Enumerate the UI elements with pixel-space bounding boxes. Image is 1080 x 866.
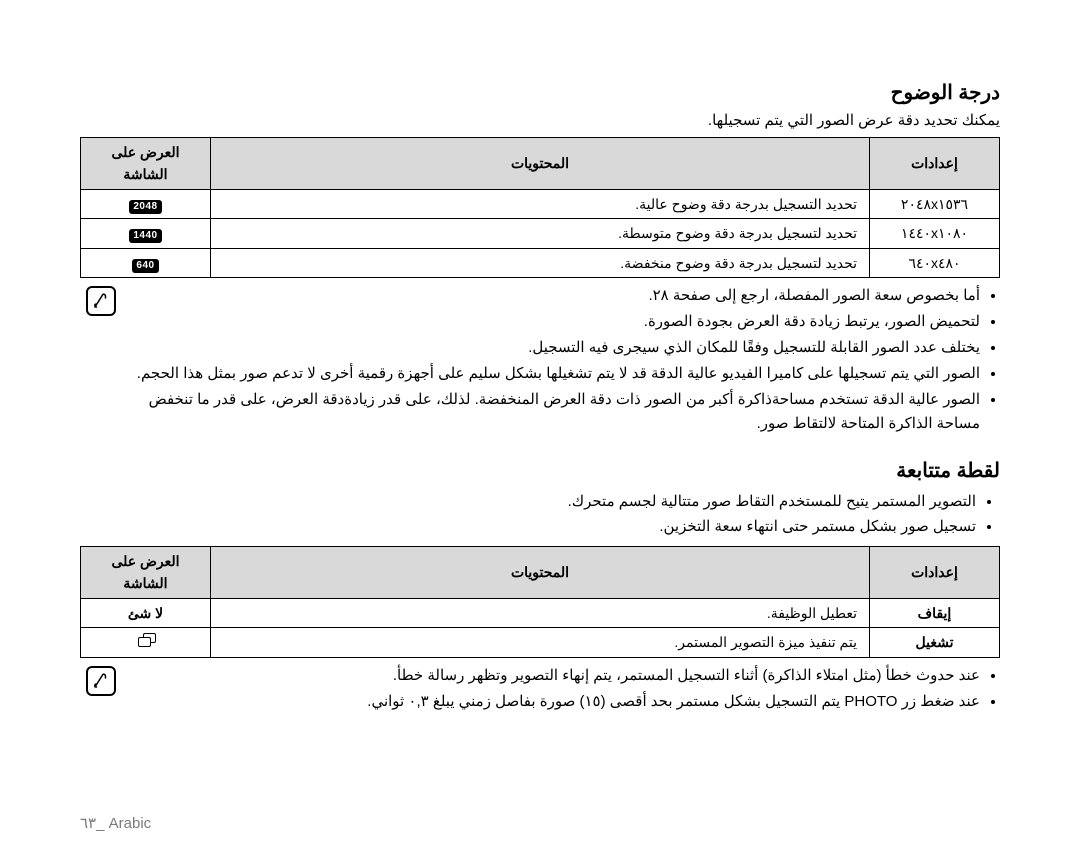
note-item: يختلف عدد الصور القابلة للتسجيل وفقًا لل… — [126, 336, 980, 360]
resolution-table: إعدادات المحتويات العرض على الشاشة ٢٠٤٨x… — [80, 137, 1000, 278]
cell-contents: يتم تنفيذ ميزة التصوير المستمر. — [211, 628, 870, 657]
th-display: العرض على الشاشة — [81, 546, 211, 598]
cell-settings: ٢٠٤٨x١٥٣٦ — [901, 193, 968, 215]
th-settings: إعدادات — [870, 546, 1000, 598]
table-row: ١٤٤٠x١٠٨٠ تحديد لتسجيل بدرجة دقة وضوح مت… — [81, 219, 1000, 248]
th-contents: المحتويات — [211, 138, 870, 190]
note-item: أما بخصوص سعة الصور المفصلة، ارجع إلى صف… — [126, 284, 980, 308]
note-icon — [86, 286, 116, 316]
cell-settings: تشغيل — [870, 628, 1000, 657]
badge-icon: 1440 — [129, 229, 161, 243]
continuous-table: إعدادات المحتويات العرض على الشاشة إيقاف… — [80, 546, 1000, 658]
note-item: الصور التي يتم تسجيلها على كاميرا الفيدي… — [126, 362, 980, 386]
continuous-shot-icon — [136, 633, 156, 647]
table-row: ٢٠٤٨x١٥٣٦ تحديد التسجيل بدرجة دقة وضوح ع… — [81, 189, 1000, 218]
th-display: العرض على الشاشة — [81, 138, 211, 190]
th-contents: المحتويات — [211, 546, 870, 598]
cell-settings: إيقاف — [870, 598, 1000, 627]
continuous-title: لقطة متتابعة — [80, 458, 1000, 483]
badge-icon: 2048 — [129, 200, 161, 214]
bullet-item: التصوير المستمر يتيح للمستخدم التقاط صور… — [80, 489, 976, 515]
resolution-notes: أما بخصوص سعة الصور المفصلة، ارجع إلى صف… — [80, 284, 1000, 438]
table-row: إيقاف تعطيل الوظيفة. لا شئ — [81, 598, 1000, 627]
resolution-intro: يمكنك تحديد دقة عرض الصور التي يتم تسجيل… — [80, 111, 1000, 129]
cell-contents: تحديد التسجيل بدرجة دقة وضوح عالية. — [211, 189, 870, 218]
th-settings: إعدادات — [870, 138, 1000, 190]
note-item: الصور عالية الدقة تستخدم مساحةذاكرة أكبر… — [126, 388, 980, 436]
continuous-bullets: التصوير المستمر يتيح للمستخدم التقاط صور… — [80, 489, 1000, 540]
resolution-title: درجة الوضوح — [80, 80, 1000, 105]
cell-settings: ٦٤٠x٤٨٠ — [908, 252, 960, 274]
cell-contents: تحديد لتسجيل بدرجة دقة وضوح متوسطة. — [211, 219, 870, 248]
continuous-notes: عند حدوث خطأ (مثل امتلاء الذاكرة) أثناء … — [80, 664, 1000, 716]
cell-display: لا شئ — [81, 598, 211, 627]
cell-display — [81, 628, 211, 657]
table-row: تشغيل يتم تنفيذ ميزة التصوير المستمر. — [81, 628, 1000, 657]
cell-contents: تحديد لتسجيل بدرجة دقة وضوح منخفضة. — [211, 248, 870, 277]
note-item: عند ضغط زر PHOTO يتم التسجيل بشكل مستمر … — [126, 690, 980, 714]
table-row: ٦٤٠x٤٨٠ تحديد لتسجيل بدرجة دقة وضوح منخف… — [81, 248, 1000, 277]
badge-icon: 640 — [132, 259, 158, 273]
note-item: عند حدوث خطأ (مثل امتلاء الذاكرة) أثناء … — [126, 664, 980, 688]
page-footer: ٦٣_ Arabic — [80, 814, 151, 832]
cell-contents: تعطيل الوظيفة. — [211, 598, 870, 627]
note-icon — [86, 666, 116, 696]
note-item: لتحميض الصور، يرتبط زيادة دقة العرض بجود… — [126, 310, 980, 334]
cell-settings: ١٤٤٠x١٠٨٠ — [901, 222, 968, 244]
bullet-item: تسجيل صور بشكل مستمر حتى انتهاء سعة التخ… — [80, 514, 976, 540]
